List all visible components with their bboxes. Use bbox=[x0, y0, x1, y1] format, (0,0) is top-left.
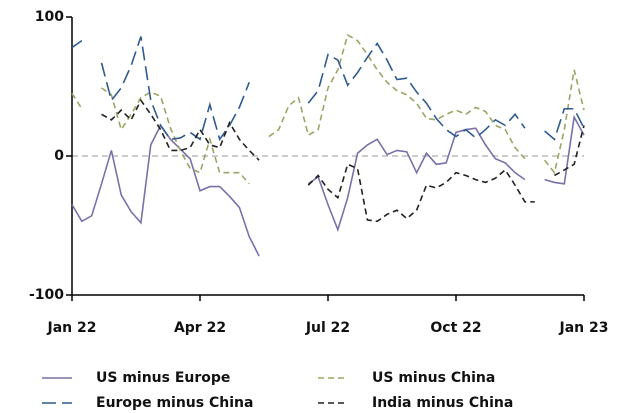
x-tick-label: Apr 22 bbox=[174, 320, 226, 336]
y-tick-label: 0 bbox=[54, 148, 64, 164]
legend-label: US minus China bbox=[372, 370, 495, 386]
x-tick-label: Oct 22 bbox=[430, 320, 481, 336]
y-tick-label: 100 bbox=[35, 9, 64, 25]
series-line bbox=[101, 98, 585, 223]
legend-label: India minus China bbox=[372, 395, 513, 411]
legend-label: US minus Europe bbox=[96, 370, 230, 386]
x-tick-label: Jul 22 bbox=[305, 320, 350, 336]
x-tick-label: Jan 23 bbox=[559, 320, 609, 336]
y-tick-label: -100 bbox=[29, 287, 64, 303]
legend-label: Europe minus China bbox=[96, 395, 253, 411]
x-tick-label: Jan 22 bbox=[47, 320, 97, 336]
series-line bbox=[71, 114, 585, 257]
series-line bbox=[71, 36, 585, 142]
